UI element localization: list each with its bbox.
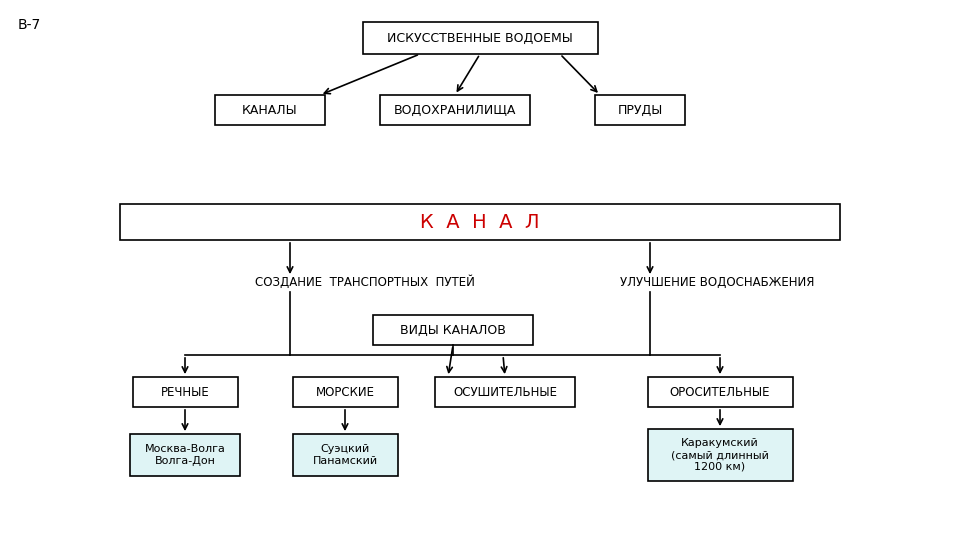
Text: МОРСКИЕ: МОРСКИЕ xyxy=(316,386,374,399)
Text: ПРУДЫ: ПРУДЫ xyxy=(617,104,662,117)
Text: ОРОСИТЕЛЬНЫЕ: ОРОСИТЕЛЬНЫЕ xyxy=(670,386,770,399)
FancyBboxPatch shape xyxy=(435,377,575,407)
Text: В-7: В-7 xyxy=(18,18,41,32)
FancyBboxPatch shape xyxy=(120,204,840,240)
Text: Суэцкий
Панамский: Суэцкий Панамский xyxy=(312,444,377,466)
FancyBboxPatch shape xyxy=(595,95,685,125)
FancyBboxPatch shape xyxy=(293,377,397,407)
FancyBboxPatch shape xyxy=(363,22,597,54)
FancyBboxPatch shape xyxy=(380,95,530,125)
Text: РЕЧНЫЕ: РЕЧНЫЕ xyxy=(160,386,209,399)
Text: К  А  Н  А  Л: К А Н А Л xyxy=(420,213,540,232)
FancyBboxPatch shape xyxy=(293,434,397,476)
Text: ВИДЫ КАНАЛОВ: ВИДЫ КАНАЛОВ xyxy=(400,323,506,336)
Text: ИСКУССТВЕННЫЕ ВОДОЕМЫ: ИСКУССТВЕННЫЕ ВОДОЕМЫ xyxy=(387,31,573,44)
Text: УЛУЧШЕНИЕ ВОДОСНАБЖЕНИЯ: УЛУЧШЕНИЕ ВОДОСНАБЖЕНИЯ xyxy=(620,275,814,288)
Text: СОЗДАНИЕ  ТРАНСПОРТНЫХ  ПУТЕЙ: СОЗДАНИЕ ТРАНСПОРТНЫХ ПУТЕЙ xyxy=(255,275,475,289)
FancyBboxPatch shape xyxy=(132,377,237,407)
FancyBboxPatch shape xyxy=(647,429,793,481)
FancyBboxPatch shape xyxy=(373,315,533,345)
FancyBboxPatch shape xyxy=(215,95,325,125)
Text: Москва-Волга
Волга-Дон: Москва-Волга Волга-Дон xyxy=(145,444,226,466)
Text: КАНАЛЫ: КАНАЛЫ xyxy=(242,104,298,117)
Text: Каракумский
(самый длинный
1200 км): Каракумский (самый длинный 1200 км) xyxy=(671,438,769,471)
FancyBboxPatch shape xyxy=(647,377,793,407)
Text: ВОДОХРАНИЛИЩА: ВОДОХРАНИЛИЩА xyxy=(394,104,516,117)
FancyBboxPatch shape xyxy=(130,434,240,476)
Text: ОСУШИТЕЛЬНЫЕ: ОСУШИТЕЛЬНЫЕ xyxy=(453,386,557,399)
